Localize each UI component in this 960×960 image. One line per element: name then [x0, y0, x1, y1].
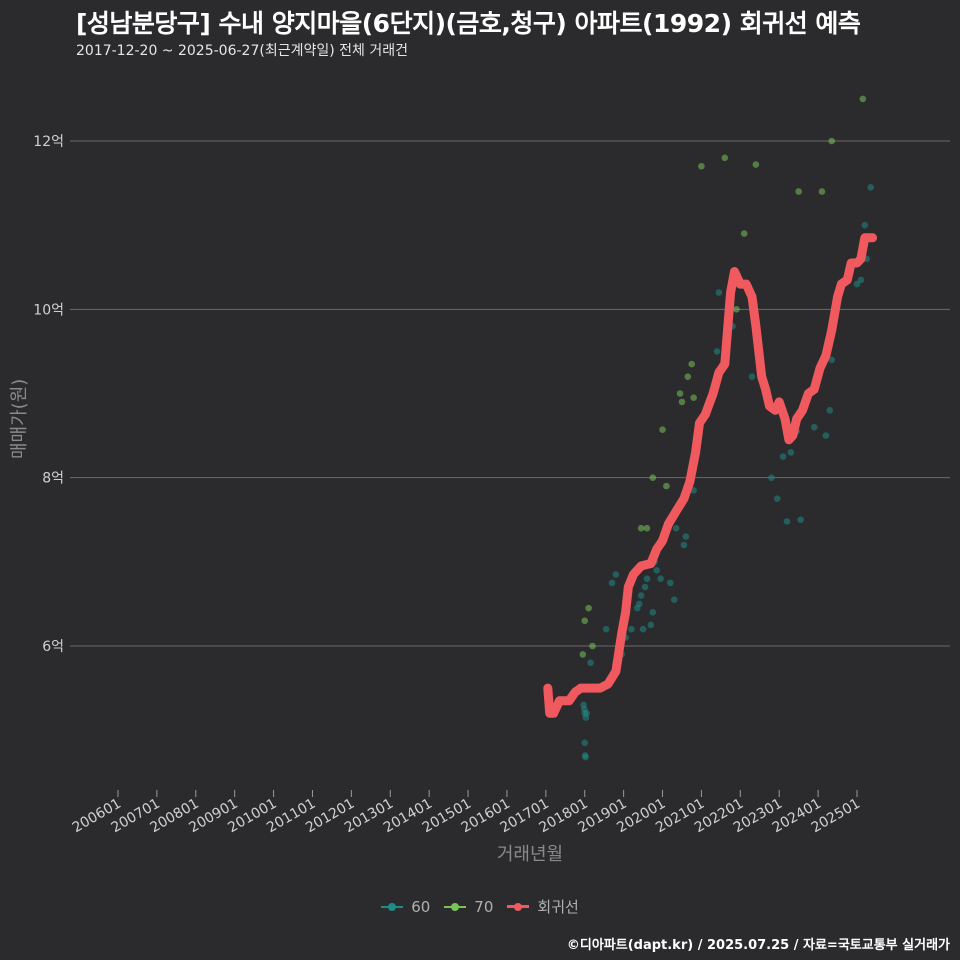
- data-point-60: [748, 373, 756, 380]
- data-point-60: [853, 280, 861, 288]
- legend-item-70: 70: [444, 898, 493, 916]
- regression-line-path: [543, 233, 878, 718]
- data-point-60: [787, 449, 795, 456]
- data-point-70: [585, 604, 592, 612]
- data-point-60: [822, 432, 830, 439]
- data-point-60: [682, 533, 690, 540]
- data-point-70: [690, 394, 697, 402]
- legend-item-60: 60: [381, 898, 430, 916]
- data-point-60: [628, 625, 635, 633]
- data-point-70: [649, 474, 657, 481]
- data-point-60: [672, 524, 680, 532]
- data-point-70: [795, 188, 802, 195]
- data-point-60: [783, 518, 791, 525]
- legend-key-regression: [507, 899, 530, 915]
- data-point-70: [643, 524, 651, 532]
- data-point-60: [680, 541, 688, 549]
- data-point-70: [740, 230, 748, 237]
- data-point-70: [859, 95, 867, 103]
- data-point-70: [688, 360, 695, 368]
- data-point-60: [587, 659, 594, 667]
- data-point-70: [818, 188, 826, 195]
- data-point-60: [582, 753, 589, 761]
- data-point-70: [637, 524, 645, 532]
- legend-key-60: [381, 899, 404, 915]
- data-point-60: [602, 625, 610, 633]
- data-point-60: [612, 571, 620, 578]
- legend-label-60: 60: [411, 897, 431, 916]
- data-point-60: [779, 453, 787, 460]
- data-point-60: [639, 625, 647, 633]
- series-60-points: [580, 183, 874, 761]
- data-point-70: [589, 642, 596, 650]
- data-point-60: [857, 276, 865, 284]
- legend-item-regression: 회귀선: [507, 896, 579, 917]
- data-point-70: [828, 137, 836, 145]
- chart-subtitle: 2017-12-20 ~ 2025-06-27(최근계약일) 전체 거래건: [76, 43, 408, 59]
- data-point-60: [647, 621, 655, 629]
- data-point-60: [797, 516, 804, 524]
- data-point-70: [581, 617, 589, 625]
- data-point-60: [826, 407, 834, 414]
- data-point-60: [637, 592, 645, 599]
- legend: 60 70 회귀선: [0, 896, 960, 917]
- data-point-70: [676, 390, 684, 397]
- data-point-60: [643, 575, 651, 582]
- data-point-60: [828, 356, 836, 364]
- data-point-70: [698, 162, 705, 170]
- data-point-70: [721, 154, 729, 162]
- regression-line: [543, 233, 878, 718]
- series-70-points: [579, 95, 867, 658]
- data-point-70: [733, 306, 740, 313]
- x-ticks: 2006012007012008012009012010012011012012…: [70, 790, 863, 836]
- data-point-60: [867, 183, 874, 191]
- grid-lines: [70, 140, 950, 647]
- data-point-60: [653, 566, 660, 574]
- data-point-60: [768, 474, 775, 481]
- data-point-70: [579, 651, 587, 658]
- data-point-60: [670, 596, 678, 604]
- legend-key-70: [444, 899, 467, 915]
- footer-credit: ©디아파트(dapt.kr) / 2025.07.25 / 자료=국토교통부 실…: [566, 938, 950, 953]
- data-point-60: [635, 600, 643, 608]
- data-point-60: [713, 348, 721, 355]
- y-tick-label: 6억: [42, 639, 64, 655]
- y-tick-label: 12억: [33, 134, 64, 150]
- data-point-70: [678, 398, 686, 406]
- data-point-70: [659, 426, 666, 433]
- data-point-60: [861, 221, 869, 229]
- data-point-60: [641, 583, 649, 591]
- y-tick-label: 10억: [33, 302, 64, 318]
- data-point-60: [810, 423, 818, 431]
- legend-label-70: 70: [474, 897, 494, 916]
- data-point-60: [657, 575, 664, 582]
- data-point-60: [649, 609, 657, 616]
- data-point-60: [608, 579, 616, 587]
- data-point-70: [684, 373, 692, 380]
- data-point-70: [663, 482, 670, 490]
- y-tick-label: 8억: [42, 471, 64, 487]
- data-point-60: [715, 289, 723, 296]
- data-point-60: [667, 579, 674, 587]
- data-point-60: [581, 739, 589, 747]
- data-point-60: [773, 495, 781, 503]
- data-point-70: [752, 161, 760, 168]
- data-point-60: [583, 710, 590, 717]
- x-axis-label: 거래년월: [496, 844, 564, 865]
- legend-label-regression: 회귀선: [537, 898, 579, 916]
- chart-title: [성남분당구] 수내 양지마을(6단지)(금호,청구) 아파트(1992) 회귀…: [76, 9, 861, 38]
- y-tick-labels: 6억 8억 10억 12억: [33, 134, 64, 655]
